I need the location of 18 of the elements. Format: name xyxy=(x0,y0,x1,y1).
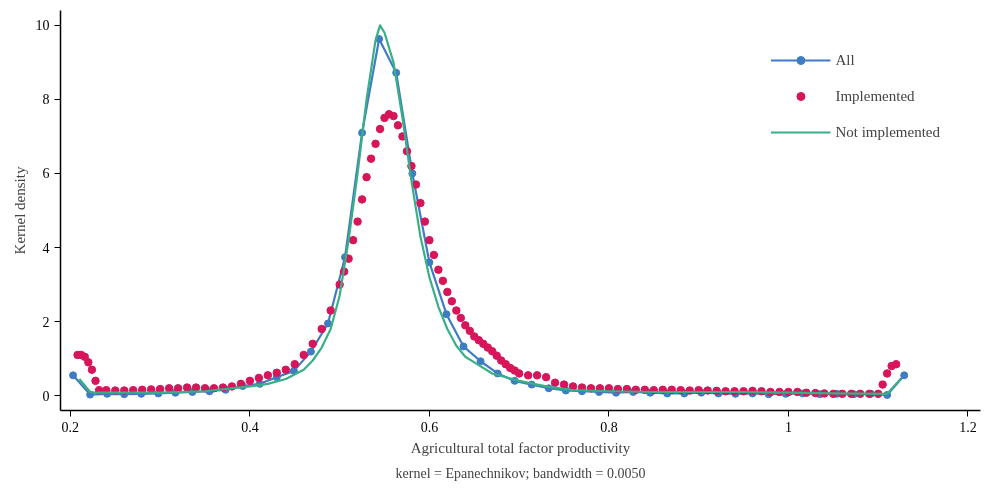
y-tick-label: 0 xyxy=(42,388,50,404)
legend-label: All xyxy=(835,51,856,69)
text: kernel = Epanechnikov; bandwidth = 0.0050 xyxy=(395,465,646,481)
y-tick-label: 2 xyxy=(42,314,50,330)
y-tick-label: 6 xyxy=(42,166,50,182)
x-tick-label: 0.2 xyxy=(61,419,80,435)
x-tick-label: 0.4 xyxy=(241,419,259,435)
y-tick-label: 10 xyxy=(35,18,50,34)
x-tick-label: 0.8 xyxy=(600,419,618,435)
legend-label: Implemented xyxy=(835,87,915,105)
y-tick-label: 8 xyxy=(42,92,50,108)
x-axis-title: Agricultural total factor productivity xyxy=(410,439,631,456)
y-tick-label: 4 xyxy=(42,240,50,256)
x-tick-label: 0.6 xyxy=(420,419,439,435)
legend-label: Not implemented xyxy=(835,123,940,141)
x-tick-label: 1.2 xyxy=(959,419,977,435)
x-tick-label: 1 xyxy=(784,419,792,435)
y-axis-title: Kernel density xyxy=(11,166,28,255)
